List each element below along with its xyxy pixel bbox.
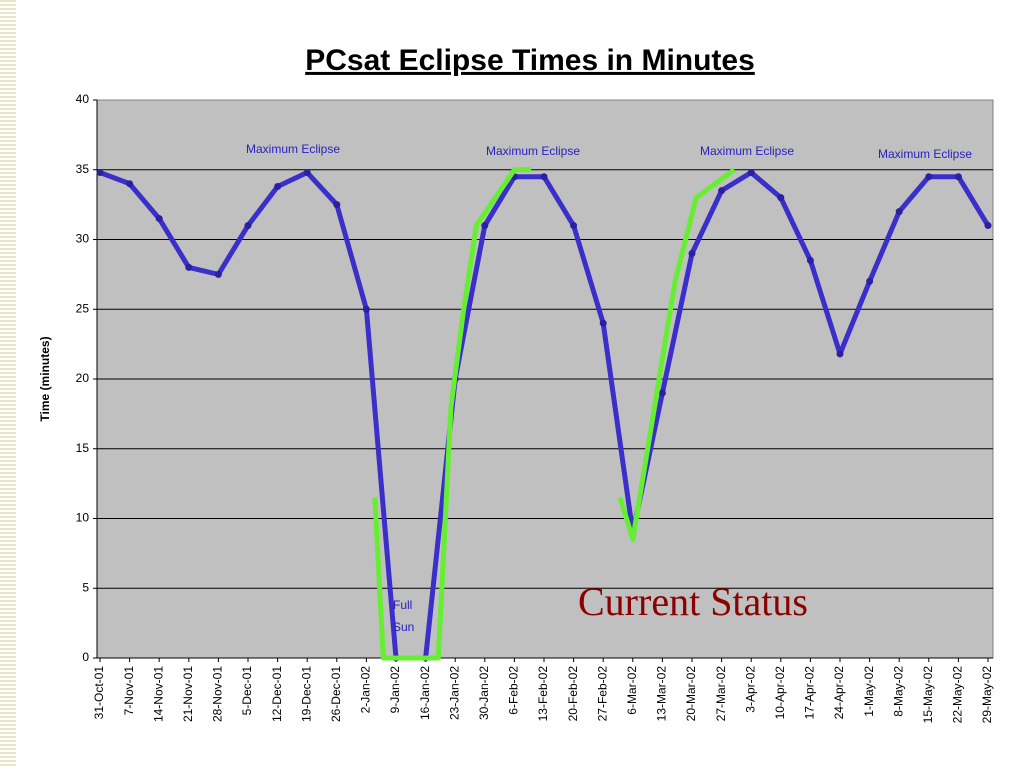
data-point (214, 270, 222, 278)
x-tick-label: 29-May-02 (980, 666, 994, 724)
annotation: Sun (393, 620, 414, 634)
x-tick-label: 27-Mar-02 (714, 666, 728, 722)
x-tick-label: 27-Feb-02 (595, 666, 609, 722)
x-tick-label: 24-Apr-02 (832, 666, 846, 720)
y-tick-label: 35 (76, 162, 90, 176)
y-tick-label: 25 (76, 301, 90, 315)
x-tick-label: 20-Feb-02 (566, 666, 580, 722)
x-tick-label: 20-Mar-02 (684, 666, 698, 722)
data-point (333, 201, 341, 209)
y-tick-label: 5 (82, 580, 89, 594)
data-point (777, 194, 785, 202)
slide-border (0, 0, 16, 768)
data-point (836, 350, 844, 358)
annotation: Maximum Eclipse (246, 142, 340, 156)
x-tick-label: 5-Dec-01 (240, 666, 254, 716)
x-tick-label: 23-Jan-02 (447, 666, 461, 720)
x-tick-label: 7-Nov-01 (122, 666, 136, 716)
status-label: Current Status (578, 579, 808, 624)
y-tick-label: 15 (76, 441, 90, 455)
data-point (126, 180, 134, 188)
y-tick-label: 0 (82, 650, 89, 664)
data-point (570, 222, 578, 230)
x-tick-label: 9-Jan-02 (388, 666, 402, 714)
data-point (599, 319, 607, 327)
x-tick-label: 14-Nov-01 (151, 666, 165, 722)
x-tick-label: 13-Feb-02 (536, 666, 550, 722)
data-point (718, 187, 726, 195)
data-point (866, 277, 874, 285)
y-tick-label: 30 (76, 232, 90, 246)
data-point (155, 215, 163, 223)
x-tick-label: 22-May-02 (951, 666, 965, 724)
data-point (895, 208, 903, 216)
data-point (244, 222, 252, 230)
annotation: Maximum Eclipse (878, 147, 972, 161)
x-tick-label: 31-Oct-01 (92, 666, 106, 720)
data-point (658, 389, 666, 397)
data-point (96, 169, 104, 177)
annotation: Full (393, 598, 412, 612)
data-point (688, 249, 696, 257)
x-tick-label: 12-Dec-01 (270, 666, 284, 722)
data-point (481, 222, 489, 230)
x-tick-label: 10-Apr-02 (773, 666, 787, 720)
data-point (540, 173, 548, 181)
data-point (984, 222, 992, 230)
x-tick-label: 28-Nov-01 (211, 666, 225, 722)
x-tick-label: 15-May-02 (921, 666, 935, 724)
x-tick-label: 6-Feb-02 (507, 666, 521, 715)
x-tick-label: 16-Jan-02 (418, 666, 432, 720)
data-point (806, 256, 814, 264)
x-tick-label: 2-Jan-02 (359, 666, 373, 714)
data-point (303, 169, 311, 177)
data-point (747, 169, 755, 177)
x-tick-label: 13-Mar-02 (655, 666, 669, 722)
x-tick-label: 1-May-02 (862, 666, 876, 717)
y-tick-label: 40 (76, 92, 90, 106)
x-tick-label: 3-Apr-02 (743, 666, 757, 713)
data-point (954, 173, 962, 181)
annotation: Maximum Eclipse (486, 144, 580, 158)
x-tick-label: 8-May-02 (891, 666, 905, 717)
x-tick-label: 26-Dec-01 (329, 666, 343, 722)
x-tick-label: 30-Jan-02 (477, 666, 491, 720)
series-line (372, 167, 736, 661)
x-tick-label: 17-Apr-02 (803, 666, 817, 720)
x-tick-label: 21-Nov-01 (181, 666, 195, 722)
data-point (925, 173, 933, 181)
data-point (362, 305, 370, 313)
annotation: Maximum Eclipse (700, 144, 794, 158)
chart-title: PCsat Eclipse Times in Minutes (305, 44, 755, 77)
data-point (274, 182, 282, 190)
y-axis-label: Time (minutes) (38, 336, 52, 421)
y-tick-label: 10 (76, 511, 90, 525)
x-tick-label: 6-Mar-02 (625, 666, 639, 715)
data-point (185, 263, 193, 271)
y-tick-label: 20 (76, 371, 90, 385)
x-tick-label: 19-Dec-01 (299, 666, 313, 722)
